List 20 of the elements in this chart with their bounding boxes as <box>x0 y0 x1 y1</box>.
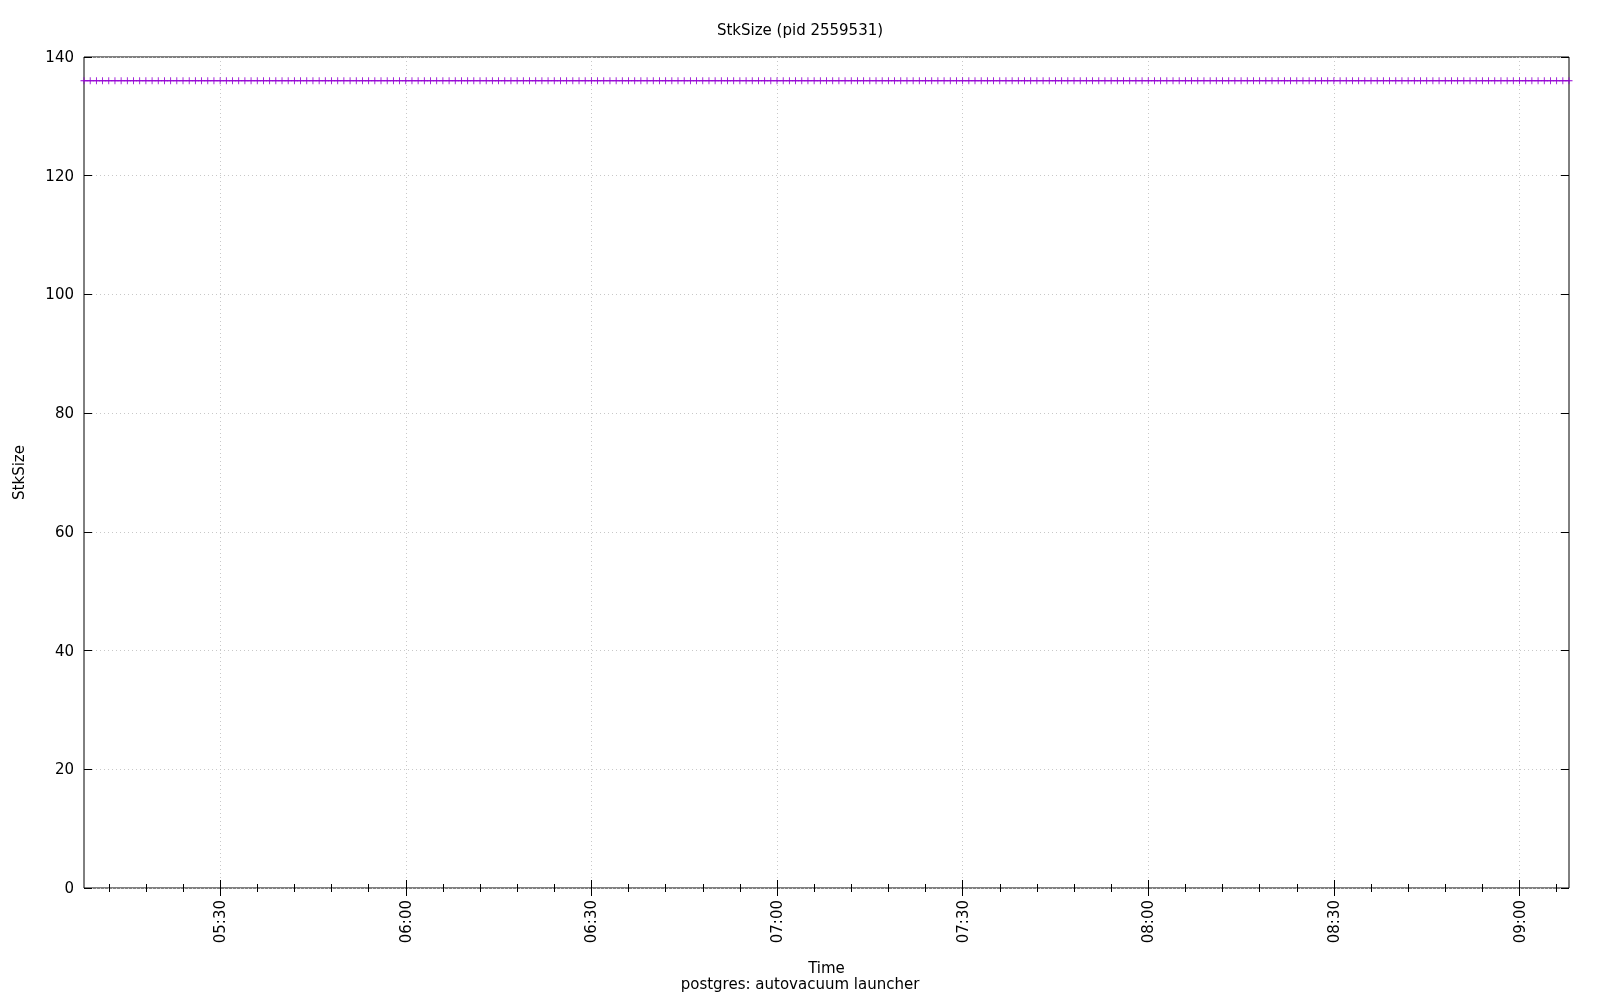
y-tick-label: 0 <box>64 879 74 897</box>
x-tick-label: 07:30 <box>953 900 972 944</box>
x-tick-label: 08:30 <box>1324 900 1343 944</box>
text: postgres: autovacuum launcher <box>680 974 921 993</box>
x-axis-title: Time <box>807 958 845 977</box>
x-tick-label: 06:30 <box>582 900 601 944</box>
chart-title: StkSize (pid 2559531) <box>716 20 884 39</box>
y-tick-label: 40 <box>54 641 74 660</box>
y-tick-label: 120 <box>45 166 74 185</box>
x-tick-label: 05:30 <box>211 900 230 944</box>
x-tick-label: 07:00 <box>768 900 787 944</box>
y-tick-label: 140 <box>45 48 74 66</box>
y-tick-label: 80 <box>54 404 74 423</box>
x-tick-label: 06:00 <box>396 900 415 944</box>
y-tick-label: 20 <box>54 760 74 779</box>
y-tick-label: 60 <box>54 522 74 541</box>
x-tick-label: 08:00 <box>1139 900 1158 944</box>
y-tick-label: 100 <box>45 285 74 304</box>
y-axis-title: StkSize <box>9 445 28 500</box>
x-tick-label: 09:00 <box>1510 900 1529 944</box>
